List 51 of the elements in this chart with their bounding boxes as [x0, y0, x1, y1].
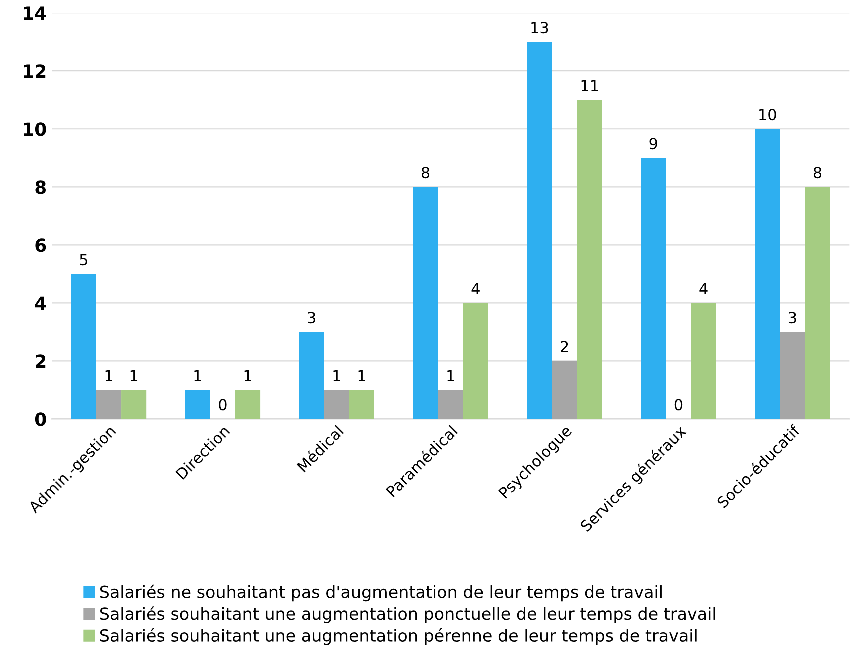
y-tick-label: 12	[24, 64, 46, 78]
bar	[438, 390, 464, 420]
bar	[185, 390, 210, 420]
data-label: 1	[334, 370, 340, 382]
data-label: 0	[674, 399, 683, 411]
y-tick-label: 0	[35, 412, 46, 426]
data-label: 4	[472, 283, 480, 294]
data-label: 2	[561, 341, 568, 352]
data-label: 9	[650, 138, 658, 150]
bar	[805, 187, 830, 420]
bar	[71, 274, 96, 420]
data-label: 5	[80, 254, 88, 266]
bar	[299, 332, 324, 420]
y-tick-label: 10	[24, 122, 46, 136]
data-label: 8	[422, 167, 430, 179]
data-label: 10	[760, 109, 776, 121]
bar	[641, 158, 666, 420]
bar	[413, 187, 438, 420]
legend-label: Salariés souhaitant une augmentation ponctuelle de leur temps de travail	[100, 606, 716, 624]
bar	[527, 42, 552, 420]
data-label: 1	[358, 370, 366, 382]
data-label: 0	[219, 399, 227, 411]
bar	[235, 390, 261, 420]
bar	[691, 303, 716, 420]
y-tick-label: 8	[36, 180, 46, 194]
bar	[577, 100, 602, 420]
data-label: 13	[532, 22, 548, 34]
y-tick-label: 6	[36, 238, 46, 252]
data-label: 3	[788, 312, 796, 324]
data-label: 3	[308, 312, 316, 324]
bar	[96, 390, 122, 420]
bar	[780, 332, 806, 420]
bar	[324, 390, 350, 420]
bar	[463, 303, 488, 420]
bar	[349, 390, 374, 420]
data-label: 8	[814, 167, 822, 179]
bar	[755, 129, 780, 420]
data-label: 4	[700, 283, 708, 294]
legend-label: Salariés souhaitant une augmentation pérenne de leur temps de travail	[100, 628, 697, 646]
bar	[122, 390, 147, 420]
data-label: 1	[130, 370, 138, 382]
data-label: 1	[244, 370, 252, 382]
y-tick-label: 4	[35, 296, 46, 310]
data-label: 11	[582, 80, 598, 92]
data-label: 1	[448, 370, 454, 382]
y-tick-label: 2	[36, 354, 46, 368]
data-label: 1	[106, 370, 112, 382]
bar	[552, 361, 578, 420]
data-label: 1	[194, 370, 202, 382]
y-tick-label: 14	[24, 6, 46, 20]
legend-label: Salariés ne souhaitant pas d'augmentation de leur temps de travail	[100, 584, 662, 602]
